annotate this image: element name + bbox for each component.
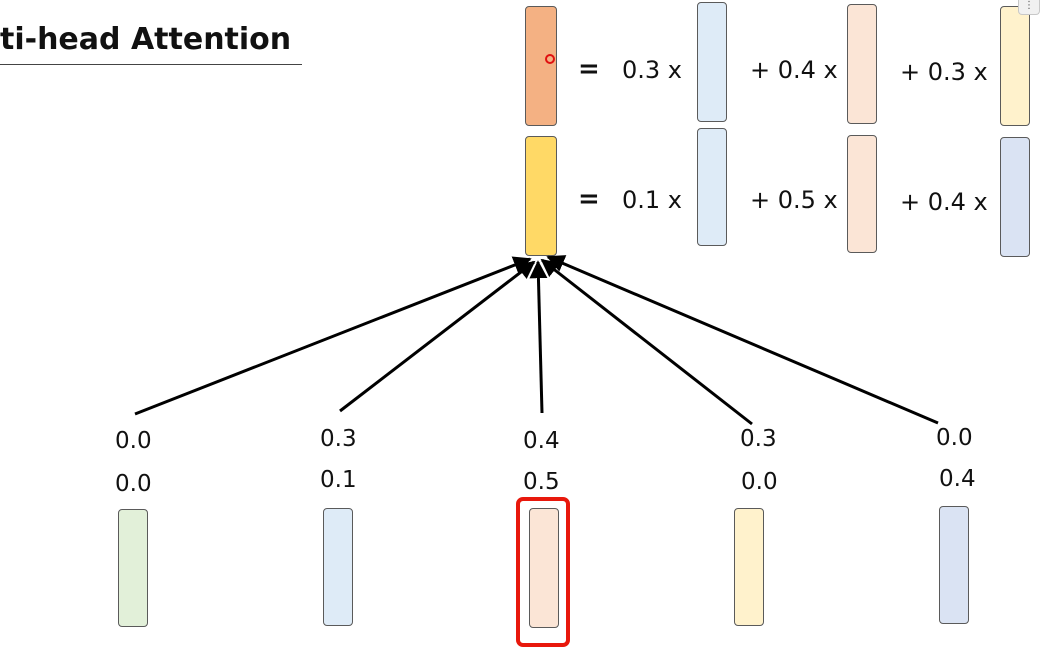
input-vector-4 bbox=[734, 508, 764, 626]
title-underline bbox=[0, 64, 302, 65]
input-1-weight-top: 0.0 bbox=[115, 428, 152, 454]
output-vector-yellow bbox=[525, 136, 557, 256]
equation-1-vector-1 bbox=[697, 2, 727, 122]
arrow-from-input-3 bbox=[529, 260, 548, 414]
input-5-weight-bottom: 0.4 bbox=[939, 466, 976, 492]
input-vector-1 bbox=[118, 509, 148, 627]
input-4-weight-top: 0.3 bbox=[740, 426, 777, 452]
equation-2-term-3: + 0.4 x bbox=[900, 188, 988, 216]
equation-2-vector-3 bbox=[1000, 137, 1030, 257]
slide-title: ti-head Attention bbox=[0, 22, 292, 57]
input-vector-2 bbox=[323, 508, 353, 626]
input-5-weight-top: 0.0 bbox=[936, 425, 973, 451]
equation-1-term-1: 0.3 x bbox=[622, 56, 682, 84]
arrow-from-input-4 bbox=[540, 258, 753, 426]
equation-2-term-1: 0.1 x bbox=[622, 186, 682, 214]
input-3-weight-bottom: 0.5 bbox=[523, 469, 560, 495]
arrow-from-input-5 bbox=[546, 255, 939, 425]
equation-1-equals: = bbox=[578, 54, 600, 84]
input-vector-5 bbox=[939, 506, 969, 624]
equation-1-term-2: + 0.4 x bbox=[750, 56, 838, 84]
equation-1-vector-2 bbox=[847, 4, 877, 124]
input-3-weight-top: 0.4 bbox=[523, 428, 560, 454]
input-2-weight-bottom: 0.1 bbox=[320, 467, 357, 493]
corner-menu-icon[interactable]: ⋮ bbox=[1018, 0, 1040, 15]
attention-arrows bbox=[134, 255, 939, 426]
arrow-from-input-1 bbox=[134, 256, 532, 416]
equation-2-vector-1 bbox=[697, 128, 727, 246]
equation-2-term-2: + 0.5 x bbox=[750, 186, 838, 214]
output-vector-orange bbox=[525, 6, 557, 126]
laser-pointer-icon bbox=[545, 54, 555, 64]
equation-2-equals: = bbox=[578, 184, 600, 214]
equation-2-vector-2 bbox=[847, 135, 877, 253]
selected-input-highlight bbox=[516, 497, 570, 647]
input-4-weight-bottom: 0.0 bbox=[741, 469, 778, 495]
input-1-weight-bottom: 0.0 bbox=[115, 471, 152, 497]
arrow-from-input-2 bbox=[339, 260, 536, 413]
input-2-weight-top: 0.3 bbox=[320, 426, 357, 452]
input-vector-3 bbox=[529, 508, 559, 628]
equation-1-vector-3 bbox=[1000, 6, 1030, 126]
equation-1-term-3: + 0.3 x bbox=[900, 58, 988, 86]
